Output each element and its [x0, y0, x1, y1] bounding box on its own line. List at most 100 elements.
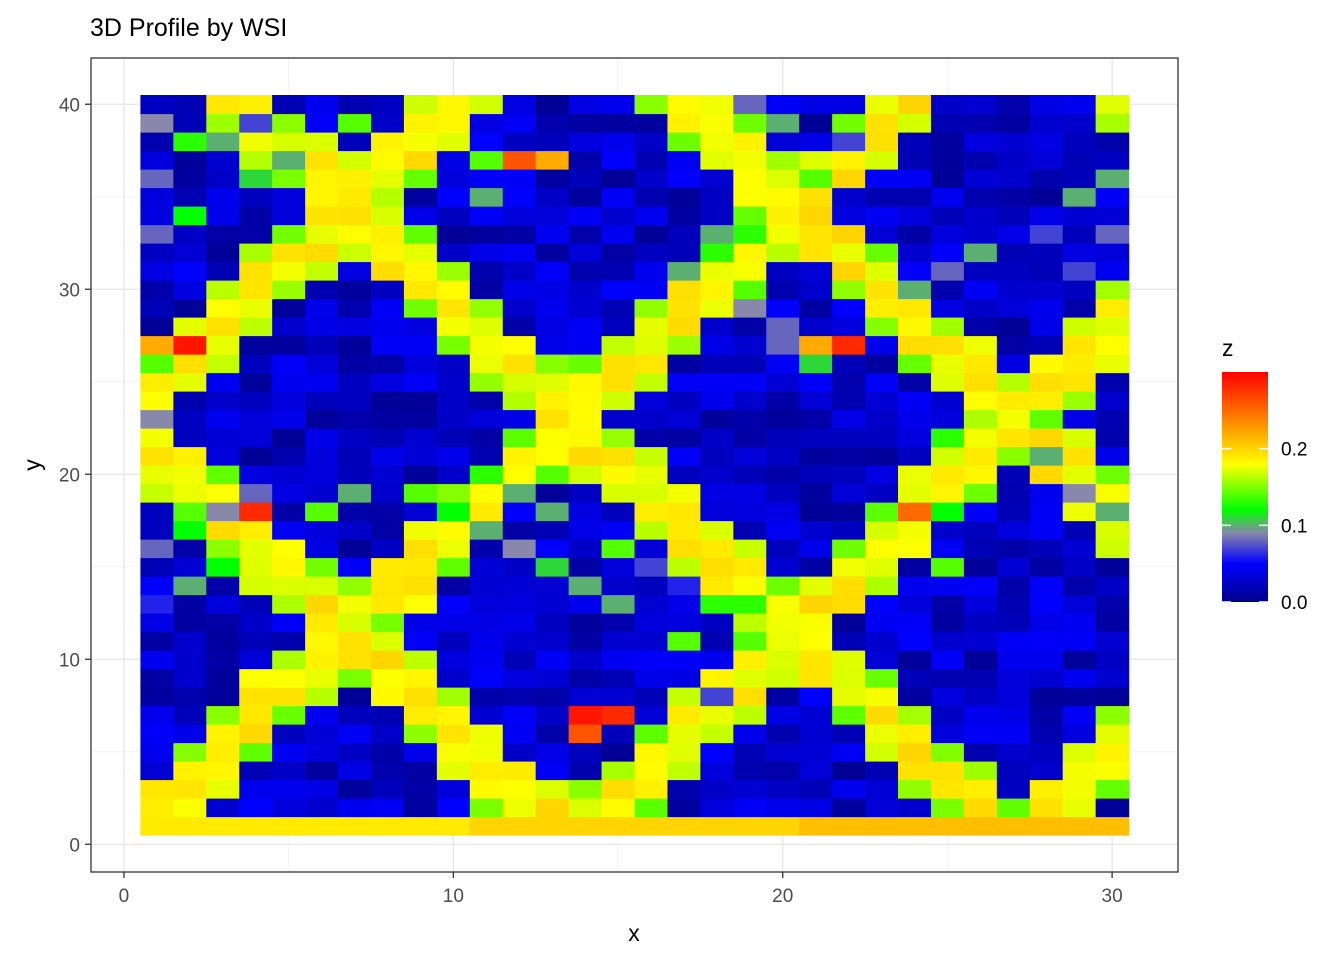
- heatmap-cell: [338, 539, 372, 559]
- heatmap-cell: [963, 428, 998, 448]
- heatmap-cell: [601, 243, 636, 263]
- heatmap-cell: [1095, 372, 1130, 392]
- heatmap-cell: [173, 668, 207, 688]
- heatmap-cell: [568, 520, 603, 540]
- heatmap-cell: [1062, 687, 1097, 707]
- heatmap-cell: [996, 539, 1031, 559]
- heatmap-cell: [799, 687, 833, 707]
- heatmap-cell: [1062, 298, 1097, 318]
- heatmap-cell: [436, 520, 471, 540]
- heatmap-cell: [832, 779, 866, 799]
- heatmap-cell: [239, 113, 273, 133]
- heatmap-cell: [173, 150, 207, 170]
- heatmap-cell: [898, 576, 932, 596]
- heatmap-cell: [898, 95, 932, 115]
- heatmap-cell: [436, 539, 471, 559]
- heatmap-cell: [206, 113, 240, 133]
- heatmap-cell: [403, 594, 438, 614]
- heatmap-cell: [272, 465, 306, 485]
- heatmap-cell: [601, 502, 636, 522]
- heatmap-cell: [272, 317, 306, 337]
- heatmap-cell: [206, 280, 240, 300]
- heatmap-cell: [733, 261, 767, 281]
- heatmap-cell: [865, 687, 899, 707]
- heatmap-cell: [239, 816, 273, 836]
- heatmap-cell: [1029, 539, 1064, 559]
- heatmap-cell: [1095, 391, 1130, 411]
- heatmap-cell: [305, 187, 339, 207]
- heatmap-cell: [766, 742, 800, 762]
- heatmap-cell: [930, 594, 965, 614]
- heatmap-cell: [173, 594, 207, 614]
- heatmap-cell: [140, 650, 174, 670]
- heatmap-cell: [766, 465, 800, 485]
- heatmap-cell: [469, 354, 504, 374]
- heatmap-cell: [996, 483, 1031, 503]
- heatmap-cell: [865, 668, 899, 688]
- heatmap-cell: [1062, 539, 1097, 559]
- heatmap-cell: [667, 428, 701, 448]
- heatmap-cell: [799, 317, 833, 337]
- heatmap-cell: [634, 391, 669, 411]
- heatmap-cell: [766, 687, 800, 707]
- heatmap-cell: [140, 557, 174, 577]
- legend-colorbar: [1222, 372, 1268, 602]
- heatmap-cell: [535, 576, 570, 596]
- heatmap-cell: [272, 187, 306, 207]
- heatmap-cell: [1029, 816, 1064, 836]
- heatmap-cell: [930, 446, 965, 466]
- heatmap-cell: [239, 409, 273, 429]
- heatmap-cell: [272, 409, 306, 429]
- heatmap-cell: [799, 446, 833, 466]
- heatmap-cell: [766, 187, 800, 207]
- legend-title: z: [1222, 335, 1234, 361]
- heatmap-cell: [700, 298, 734, 318]
- heatmap-cell: [865, 354, 899, 374]
- heatmap-cell: [634, 261, 669, 281]
- heatmap-cell: [370, 391, 405, 411]
- heatmap-cell: [930, 261, 965, 281]
- heatmap-cell: [173, 317, 207, 337]
- heatmap-cell: [930, 779, 965, 799]
- heatmap-cell: [963, 483, 998, 503]
- heatmap-cell: [370, 409, 405, 429]
- heatmap-cell: [898, 539, 932, 559]
- heatmap-cell: [1029, 520, 1064, 540]
- heatmap-cell: [634, 539, 669, 559]
- heatmap-cell: [700, 95, 734, 115]
- heatmap-cell: [370, 705, 405, 725]
- heatmap-cell: [634, 668, 669, 688]
- heatmap-cell: [239, 298, 273, 318]
- y-tick-label: 10: [59, 650, 80, 671]
- heatmap-cell: [1095, 705, 1130, 725]
- heatmap-cell: [239, 280, 273, 300]
- heatmap-cell: [832, 280, 866, 300]
- heatmap-cell: [206, 317, 240, 337]
- heatmap-cell: [634, 298, 669, 318]
- heatmap-cell: [436, 761, 471, 781]
- heatmap-cell: [370, 779, 405, 799]
- heatmap-cell: [667, 650, 701, 670]
- heatmap-cell: [601, 576, 636, 596]
- heatmap-cell: [305, 280, 339, 300]
- heatmap-cell: [601, 95, 636, 115]
- heatmap-cell: [272, 816, 306, 836]
- heatmap-cell: [700, 354, 734, 374]
- heatmap-cell: [568, 687, 603, 707]
- heatmap-cell: [601, 354, 636, 374]
- heatmap-cell: [502, 724, 537, 744]
- heatmap-cell: [239, 261, 273, 281]
- heatmap-cell: [272, 687, 306, 707]
- y-tick-label: 0: [69, 835, 80, 856]
- heatmap-cell: [700, 668, 734, 688]
- heatmap-cell: [865, 224, 899, 244]
- heatmap-cell: [865, 409, 899, 429]
- heatmap-cell: [898, 261, 932, 281]
- heatmap-cell: [832, 705, 866, 725]
- heatmap-cell: [832, 243, 866, 263]
- heatmap-cell: [568, 483, 603, 503]
- heatmap-cell: [1062, 317, 1097, 337]
- heatmap-cell: [140, 169, 174, 189]
- heatmap-cell: [173, 372, 207, 392]
- heatmap-cell: [436, 409, 471, 429]
